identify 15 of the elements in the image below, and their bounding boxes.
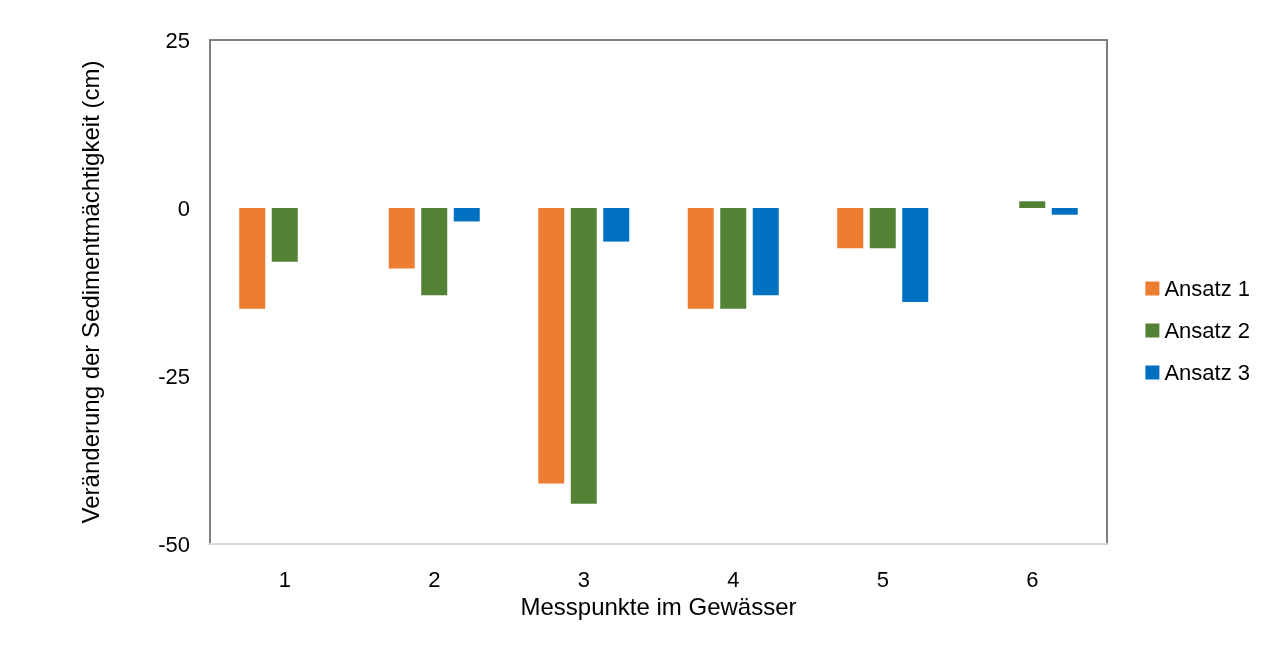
y-tick-label: 0 xyxy=(177,195,190,221)
legend-label: Ansatz 1 xyxy=(1164,276,1250,301)
x-tick-label: 2 xyxy=(428,566,441,592)
x-tick-label: 1 xyxy=(278,566,291,592)
y-tick-label: -25 xyxy=(158,363,190,389)
y-tick-label: -50 xyxy=(158,531,190,557)
legend-label: Ansatz 3 xyxy=(1164,360,1250,385)
y-axis-title: Veränderung der Sedimentmächtigkeit (cm) xyxy=(76,60,104,524)
legend-label: Ansatz 2 xyxy=(1164,318,1250,343)
x-axis-title: Messpunkte im Gewässer xyxy=(520,593,797,621)
x-tick-label: 5 xyxy=(876,566,889,592)
x-tick-label: 4 xyxy=(727,566,740,592)
x-tick-label: 6 xyxy=(1026,566,1039,592)
y-tick-label: 25 xyxy=(165,27,190,53)
x-tick-label: 3 xyxy=(577,566,590,592)
